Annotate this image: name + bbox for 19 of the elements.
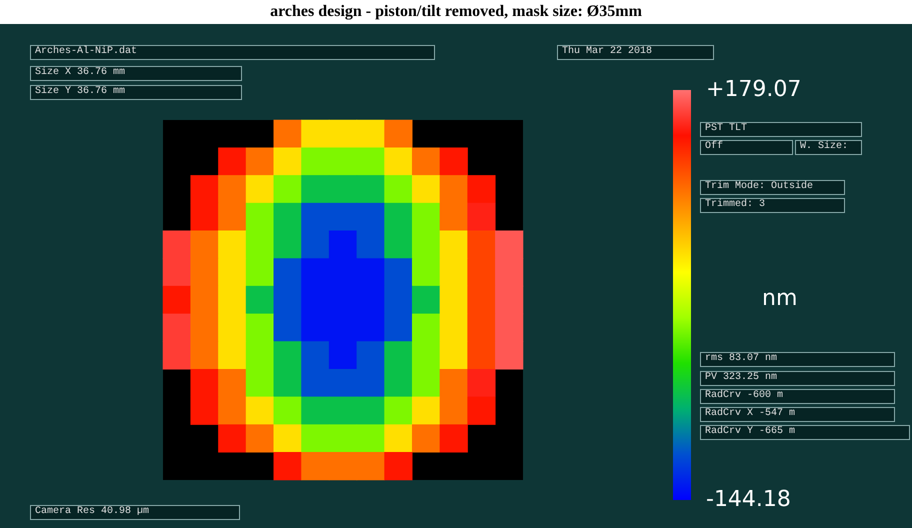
text: Off: [700, 140, 793, 155]
color-bar-label: -144.18: [706, 487, 791, 512]
text: Thu Mar 22 2018: [557, 45, 714, 60]
text: rms 83.07 nm: [700, 352, 895, 367]
text: Camera Res 40.98 µm: [30, 505, 240, 520]
color-bar-title: nm: [762, 286, 798, 311]
text: Size X 36.76 mm: [30, 66, 242, 81]
text: Arches-Al-NiP.dat: [30, 45, 435, 60]
text: RadCrv Y -665 m: [700, 425, 910, 440]
text: RadCrv X -547 m: [700, 407, 895, 422]
text: RadCrv -600 m: [700, 389, 895, 404]
text: PV 323.25 nm: [700, 371, 895, 386]
color-bar-label: +179.07: [706, 77, 802, 102]
text: Size Y 36.76 mm: [30, 85, 242, 100]
chart-title: arches design - piston/tilt removed, mask size: Ø35mm: [0, 0, 912, 24]
text: W. Size:: [795, 140, 862, 155]
text: PST TLT: [700, 122, 862, 137]
text: Trimmed: 3: [700, 198, 845, 213]
text: Trim Mode: Outside: [700, 180, 845, 195]
